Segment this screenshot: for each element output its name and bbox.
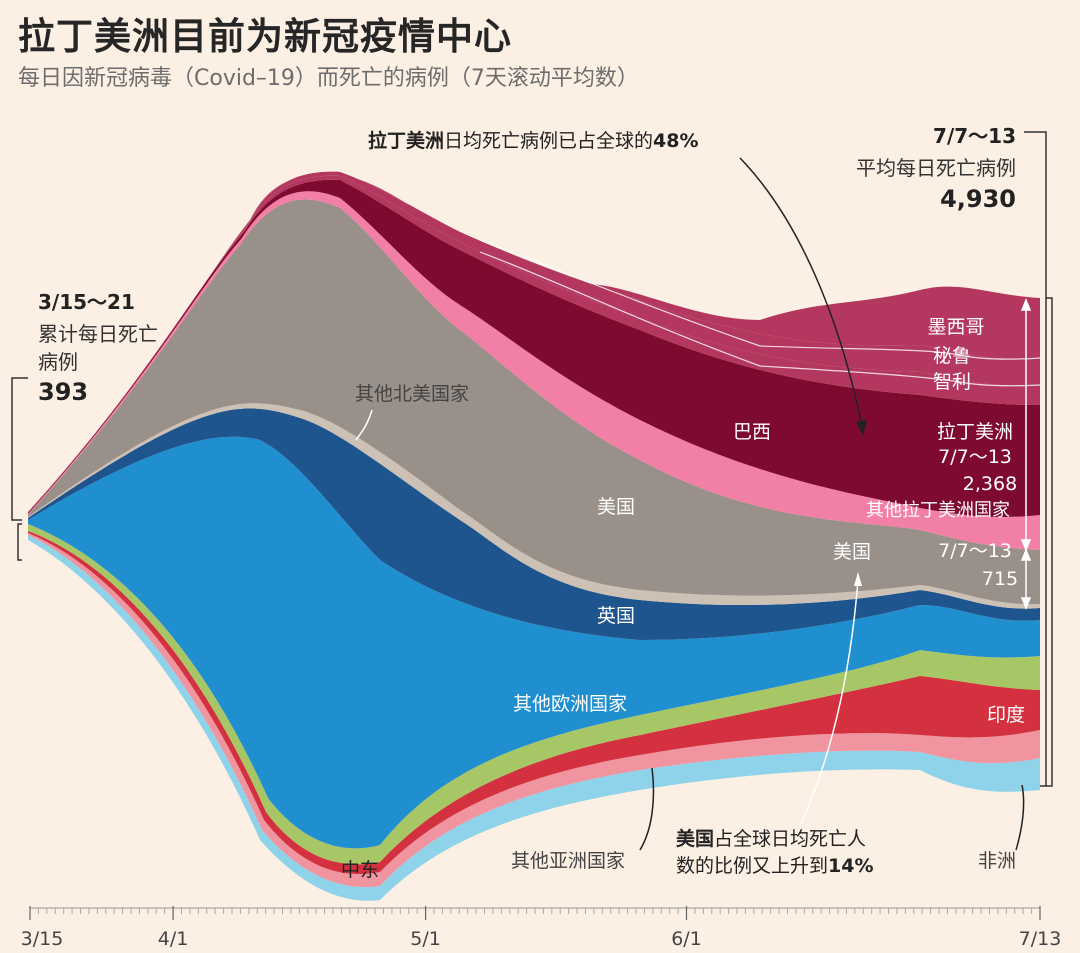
usa-share-arrowhead [854, 572, 862, 586]
label-other-north-america: 其他北美国家 [355, 383, 469, 405]
latam-value: 2,368 [963, 473, 1017, 495]
left-bracket-small [17, 523, 22, 561]
usa-period-annotation: 7/7～13 715 [938, 540, 1018, 590]
left-bracket [11, 377, 28, 521]
latam-share-annotation: 拉丁美洲日均死亡病例已占全球的48% [368, 129, 699, 152]
arrow-usa-bottom [1020, 597, 1032, 611]
arrow-usa-top [1020, 547, 1032, 561]
page-subtitle: 每日因新冠病毒（Covid–19）而死亡的病例（7天滚动平均数） [18, 66, 639, 91]
arrow-latam-bottom [1020, 539, 1032, 553]
separator-mexico-peru [479, 239, 1041, 360]
stream-areas [28, 171, 1041, 901]
label-uk: 英国 [597, 605, 635, 627]
usa-share-annotation: 美国占全球日均死亡人 数的比例又上升到14% [676, 827, 874, 877]
usa-share-rest: 占全球日均死亡人 [714, 828, 866, 850]
usa-period-value: 715 [982, 568, 1018, 590]
left-annotation-text: 累计每日死亡 [38, 322, 158, 346]
stream-brazil [28, 179, 1040, 518]
latam-label: 拉丁美洲 [937, 421, 1013, 443]
x-axis-tick-label: 4/1 [158, 928, 189, 950]
page-title: 拉丁美洲目前为新冠疫情中心 [18, 15, 512, 58]
latam-share-arrow [739, 157, 863, 427]
latam-share-rest: 日均死亡病例已占全球的 [444, 130, 653, 152]
left-annotation: 3/15～21 累计每日死亡 病例 393 [38, 290, 158, 406]
stream-usa [28, 199, 1040, 605]
separator-peru-chile [479, 251, 1041, 387]
latam-share-text: 拉丁美洲日均死亡病例已占全球的48% [368, 129, 699, 152]
label-middle-east: 中东 [341, 859, 379, 881]
total-bracket [1024, 131, 1047, 787]
usa-period: 7/7～13 [938, 540, 1012, 562]
stream-other-europe [28, 436, 1040, 849]
total-text: 平均每日死亡病例 [856, 156, 1016, 180]
total-value: 4,930 [940, 185, 1016, 213]
africa-leader [1015, 784, 1025, 851]
label-india: 印度 [987, 704, 1025, 726]
label-other-latam: 其他拉丁美洲国家 [866, 500, 1010, 521]
usa-share-bold: 美国 [676, 827, 714, 850]
label-africa: 非洲 [978, 850, 1016, 872]
stream-labels: 墨西哥 秘鲁 智利 巴西 其他拉丁美洲国家 美国 美国 英国 其他欧洲国家 其他… [341, 316, 1025, 881]
right-arrows [1020, 297, 1032, 611]
left-annotation-period: 3/15～21 [38, 290, 135, 314]
latam-share-arrowhead [856, 420, 867, 436]
stream-other-north-america [28, 403, 1040, 609]
label-other-asia: 其他亚洲国家 [511, 850, 625, 872]
leader-other-north-america [355, 409, 373, 441]
label-brazil: 巴西 [733, 421, 771, 443]
label-peru: 秘鲁 [933, 345, 971, 367]
latam-annotation: 拉丁美洲 7/7～13 2,368 [937, 421, 1017, 495]
left-annotation-value: 393 [38, 378, 88, 406]
usa-share-value: 14% [828, 855, 873, 877]
x-axis-tick-label: 3/15 [21, 928, 64, 950]
label-chile: 智利 [933, 371, 971, 393]
latam-period: 7/7～13 [938, 446, 1012, 468]
stream-india [28, 531, 1040, 875]
arrow-latam-top [1020, 297, 1032, 311]
latam-share-bold: 拉丁美洲 [368, 129, 444, 152]
total-bracket-inner [1046, 297, 1053, 787]
usa-share-line2: 数的比例又上升到14% [676, 855, 874, 877]
label-usa-2: 美国 [833, 541, 871, 563]
stream-other-latam [28, 191, 1040, 551]
x-axis-tick-label: 6/1 [671, 928, 702, 950]
label-usa: 美国 [597, 496, 635, 518]
label-other-europe: 其他欧洲国家 [513, 693, 627, 715]
x-axis-tick-label: 5/1 [410, 928, 441, 950]
latam-share-value: 48% [653, 130, 698, 152]
label-mexico: 墨西哥 [927, 316, 984, 338]
usa-share-arrow [799, 579, 859, 827]
other-asia-leader [639, 767, 655, 851]
left-annotation-text-2: 病例 [38, 350, 78, 374]
total-period: 7/7～13 [933, 124, 1016, 148]
x-axis: 3/15 4/1 5/1 6/1 7/13 [21, 906, 1062, 950]
usa-share-line1: 美国占全球日均死亡人 [676, 827, 866, 850]
usa-share-text-2: 数的比例又上升到 [676, 855, 828, 877]
stream-uk [28, 408, 1040, 640]
x-axis-tick-label: 7/13 [1019, 928, 1062, 950]
total-annotation: 7/7～13 平均每日死亡病例 4,930 [856, 124, 1016, 213]
stream-mexico [28, 171, 1040, 513]
